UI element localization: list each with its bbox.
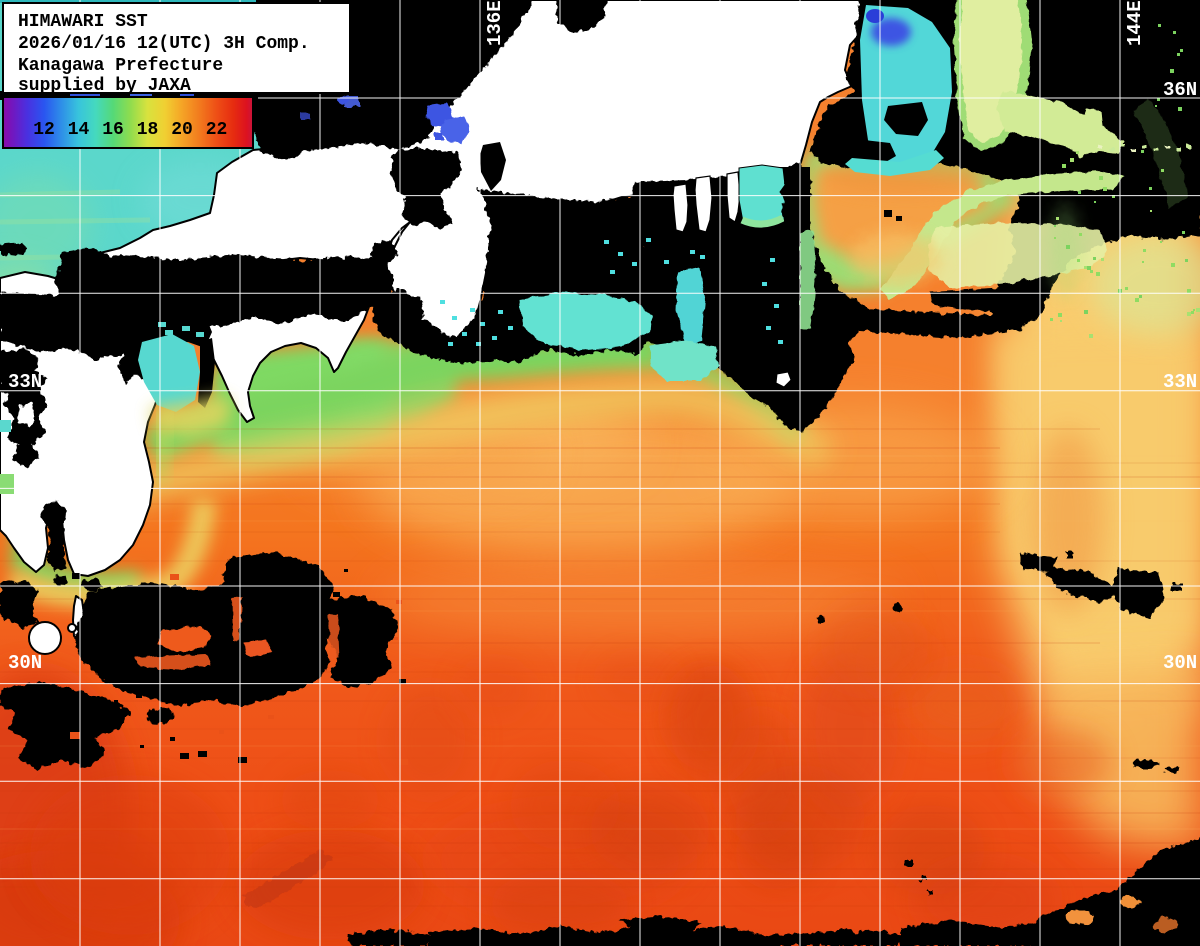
svg-text:20: 20 [171, 120, 193, 140]
svg-text:14: 14 [68, 120, 90, 140]
svg-text:18: 18 [137, 120, 159, 140]
svg-text:HIMAWARI SST: HIMAWARI SST [18, 12, 148, 32]
svg-text:16: 16 [102, 120, 124, 140]
svg-text:2026/01/16 12(UTC) 3H Comp.: 2026/01/16 12(UTC) 3H Comp. [18, 34, 310, 54]
svg-text:36N: 36N [1163, 79, 1197, 101]
svg-text:33N: 33N [8, 371, 42, 393]
svg-text:30N: 30N [8, 652, 42, 674]
svg-text:Kanagawa Prefecture: Kanagawa Prefecture [18, 56, 223, 76]
svg-text:22: 22 [206, 120, 228, 140]
svg-text:30N: 30N [1163, 652, 1197, 674]
svg-text:33N: 33N [1163, 371, 1197, 393]
svg-text:supplied by JAXA: supplied by JAXA [18, 76, 191, 96]
svg-text:12: 12 [33, 120, 55, 140]
svg-text:136E: 136E [484, 0, 506, 46]
svg-text:144E: 144E [1124, 0, 1146, 46]
